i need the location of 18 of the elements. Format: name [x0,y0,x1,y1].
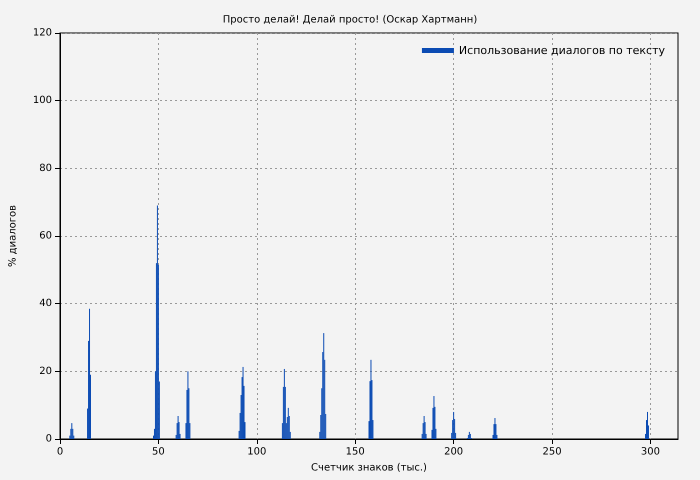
x-tick-label: 300 [640,446,660,458]
y-tick-label: 80 [39,162,52,174]
x-tick-label: 250 [542,446,562,458]
y-tick-label: 120 [32,28,52,38]
x-tick-label: 0 [56,446,64,458]
y-axis-title: % диалогов [8,204,18,267]
x-tick-label: 100 [247,446,266,458]
x-axis-title: Счетчик знаков (тыс.) [311,462,428,474]
y-tick-label: 60 [39,230,52,242]
x-tick-label: 150 [346,446,365,458]
x-tick-label: 50 [152,446,165,458]
y-tick-label: 0 [46,434,52,444]
legend-label: Использование диалогов по тексту [458,44,666,57]
chart-title: Просто делай! Делай просто! (Оскар Хартманн) [222,14,478,26]
y-tick-label: 20 [39,366,52,377]
y-tick-label: 40 [39,298,52,310]
x-tick-label: 200 [444,446,464,458]
y-tick-label: 100 [32,95,52,106]
